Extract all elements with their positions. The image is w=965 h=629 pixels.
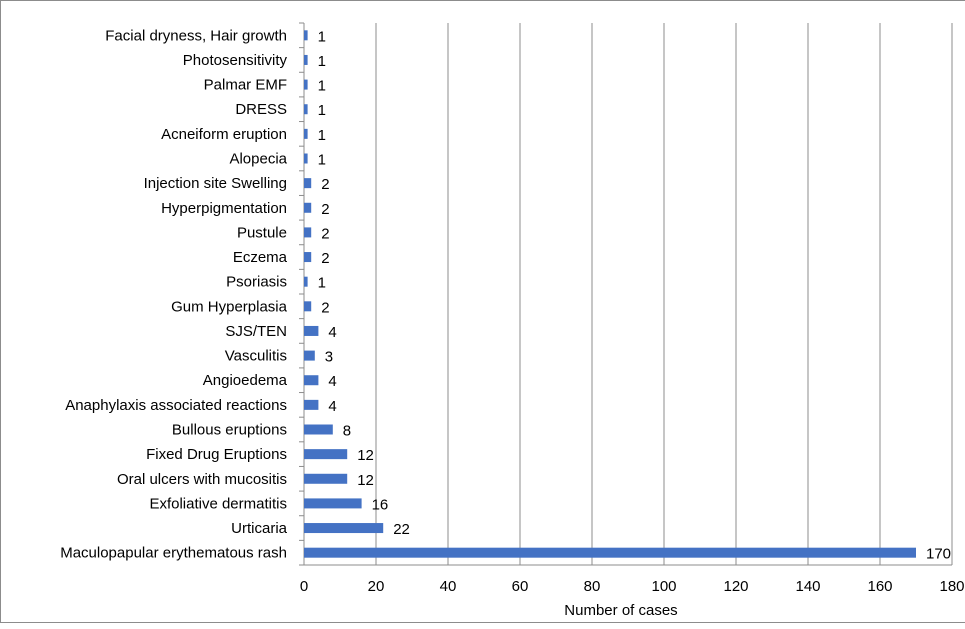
data-label: 2 — [321, 225, 329, 242]
bar — [304, 178, 312, 189]
data-label: 3 — [325, 349, 333, 366]
data-label: 8 — [343, 423, 351, 440]
category-label: Gum Hyperplasia — [171, 298, 288, 315]
data-label: 2 — [321, 201, 329, 218]
category-label: Alopecia — [229, 151, 287, 168]
bar — [304, 498, 362, 509]
data-label: 12 — [357, 472, 374, 489]
bar — [304, 325, 319, 336]
category-label: Vasculitis — [225, 348, 287, 365]
bar — [304, 375, 319, 386]
bar — [304, 449, 348, 460]
category-label: Maculopapular erythematous rash — [60, 545, 287, 562]
category-label: Anaphylaxis associated reactions — [65, 397, 287, 414]
bar — [304, 153, 308, 164]
category-label: Pustule — [237, 224, 287, 241]
data-label: 1 — [318, 102, 326, 119]
axes — [299, 22, 952, 566]
data-label: 12 — [357, 447, 374, 464]
data-label: 170 — [926, 546, 951, 563]
data-label: 1 — [318, 152, 326, 169]
bar — [304, 523, 384, 534]
category-label: Facial dryness, Hair growth — [105, 27, 287, 44]
x-axis-title: Number of cases — [564, 602, 677, 619]
bar — [304, 202, 312, 213]
x-tick-label: 180 — [939, 578, 964, 595]
x-tick-label: 100 — [651, 578, 676, 595]
category-label: Injection site Swelling — [144, 175, 287, 192]
data-label: 4 — [328, 373, 336, 390]
bar — [304, 473, 348, 484]
x-tick-label: 140 — [795, 578, 820, 595]
data-label: 2 — [321, 176, 329, 193]
x-tick-label: 120 — [723, 578, 748, 595]
data-label: 16 — [372, 496, 389, 513]
category-label: Photosensitivity — [183, 52, 288, 69]
category-label: Fixed Drug Eruptions — [146, 446, 287, 463]
x-tick-label: 80 — [584, 578, 601, 595]
data-label: 1 — [318, 78, 326, 95]
data-label: 1 — [318, 127, 326, 144]
category-label: Acneiform eruption — [161, 126, 287, 143]
category-label: Hyperpigmentation — [161, 200, 287, 217]
bar — [304, 350, 315, 361]
x-tick-label: 40 — [440, 578, 457, 595]
category-label: Urticaria — [231, 520, 287, 537]
category-label: Angioedema — [203, 372, 288, 389]
bar — [304, 301, 312, 312]
category-label: Exfoliative dermatitis — [149, 495, 287, 512]
category-label: Bullous eruptions — [172, 422, 287, 439]
bar — [304, 54, 308, 65]
x-tick-label: 0 — [300, 578, 308, 595]
data-label: 1 — [318, 53, 326, 70]
x-tick-label: 60 — [512, 578, 529, 595]
category-labels: Facial dryness, Hair growth Photosensitiv… — [60, 27, 287, 561]
gridlines — [375, 23, 953, 565]
category-label: Oral ulcers with mucositis — [117, 471, 287, 488]
data-label: 2 — [321, 250, 329, 267]
data-label: 22 — [393, 521, 410, 538]
category-label: Eczema — [233, 249, 288, 266]
bar — [304, 547, 916, 558]
bar — [304, 276, 308, 287]
bars — [304, 30, 916, 558]
x-tick-label: 160 — [867, 578, 892, 595]
bar — [304, 424, 333, 435]
data-label: 4 — [328, 398, 336, 415]
bar — [304, 30, 308, 41]
category-label: SJS/TEN — [225, 323, 287, 340]
data-label: 2 — [321, 299, 329, 316]
x-tick-label: 20 — [368, 578, 385, 595]
bar — [304, 79, 308, 90]
bar — [304, 399, 319, 410]
data-label: 1 — [318, 275, 326, 292]
bar — [304, 252, 312, 263]
category-label: DRESS — [235, 101, 287, 118]
category-label: Palmar EMF — [204, 77, 287, 94]
data-label: 4 — [328, 324, 336, 341]
bar — [304, 128, 308, 139]
category-label: Psoriasis — [226, 274, 287, 291]
x-tick-labels: 0 20 40 60 80 100 120 140 160 180 — [300, 578, 965, 595]
data-label: 1 — [318, 28, 326, 45]
bar — [304, 104, 308, 115]
bar — [304, 227, 312, 238]
